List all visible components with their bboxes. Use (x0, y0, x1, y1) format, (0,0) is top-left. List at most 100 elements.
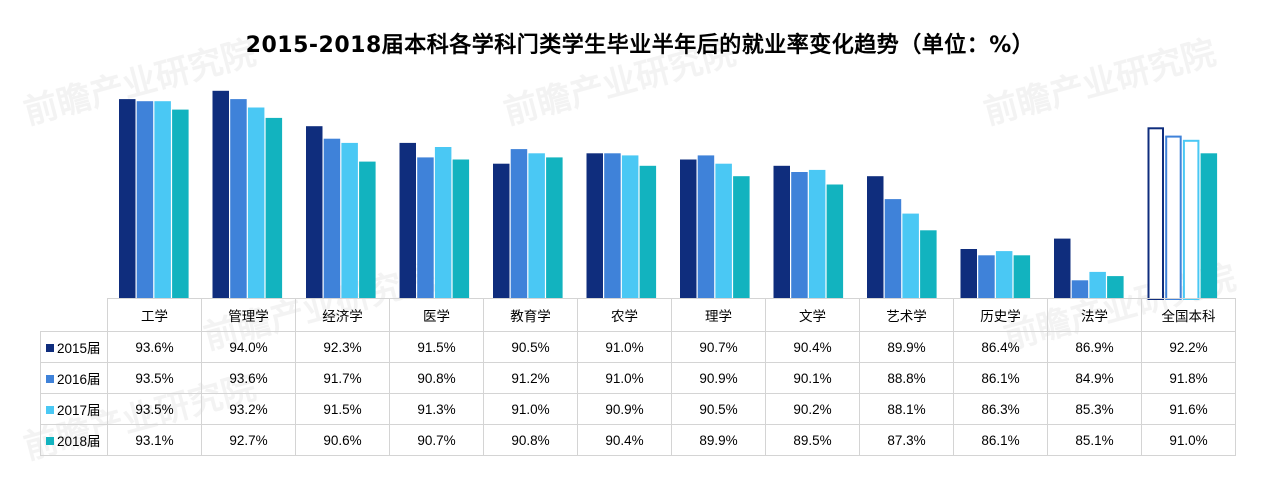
data-label: 90.6% (295, 424, 390, 456)
bar-工学-2015届 (119, 99, 136, 299)
data-label: 91.2% (483, 362, 578, 394)
legend-swatch (46, 344, 54, 352)
bar-法学-2016届 (1071, 280, 1089, 299)
bar-医学-2015届 (399, 142, 416, 299)
bar-理学-2015届 (680, 159, 697, 299)
bar-全国本科-2018届 (1200, 153, 1218, 299)
data-label: 90.4% (577, 424, 672, 456)
data-label: 86.1% (953, 424, 1048, 456)
bar-艺术学-2018届 (920, 230, 937, 299)
data-label: 89.9% (671, 424, 766, 456)
data-label: 92.3% (295, 331, 390, 363)
bar-历史学-2017届 (995, 251, 1013, 299)
data-label: 91.8% (1141, 362, 1236, 394)
bar-管理学-2017届 (247, 107, 265, 299)
bar-文学-2015届 (773, 165, 790, 299)
data-label: 93.6% (201, 362, 296, 394)
bar-教育学-2018届 (546, 157, 563, 299)
bar-法学-2017届 (1089, 271, 1106, 299)
bar-经济学-2015届 (306, 126, 323, 299)
legend-swatch (46, 406, 54, 414)
data-label: 89.9% (859, 331, 954, 363)
category-label: 理学 (671, 298, 766, 332)
data-label: 88.1% (859, 393, 954, 425)
bar-历史学-2018届 (1013, 255, 1031, 299)
bar-文学-2018届 (826, 184, 844, 299)
data-label: 91.0% (577, 362, 672, 394)
bar-全国本科-2016届 (1165, 135, 1182, 300)
data-table: 工学 管理学 经济学 医学 教育学 农学 理学 文学 艺术学 历史学 法学 全国本科 2015届 93.… (40, 298, 1236, 456)
series-legend-label: 2015届 (40, 331, 108, 363)
data-label: 88.8% (859, 362, 954, 394)
data-label: 93.2% (201, 393, 296, 425)
bar-农学-2017届 (621, 155, 639, 299)
data-label: 90.4% (765, 331, 860, 363)
series-name: 2018届 (57, 434, 101, 449)
bar-艺术学-2017届 (902, 213, 919, 299)
data-label: 93.5% (107, 362, 202, 394)
bar-文学-2017届 (808, 169, 826, 299)
table-corner (41, 299, 108, 332)
bar-经济学-2018届 (359, 161, 376, 299)
category-label: 法学 (1047, 298, 1142, 332)
bar-医学-2018届 (452, 159, 470, 299)
legend-swatch (46, 375, 54, 383)
series-name: 2015届 (57, 341, 101, 356)
bar-医学-2016届 (417, 157, 434, 299)
data-label: 86.9% (1047, 331, 1142, 363)
bar-管理学-2015届 (212, 90, 229, 299)
data-label: 91.5% (389, 331, 484, 363)
data-label: 93.1% (107, 424, 202, 456)
bar-管理学-2016届 (230, 99, 247, 299)
data-table-body: 2015届 93.6% 94.0% 92.3% 91.5% 90.5% 91.0% 90.7%… (40, 331, 1236, 456)
bar-历史学-2015届 (960, 249, 977, 299)
table-row: 2016届 93.5% 93.6% 91.7% 90.8% 91.2% 91.0% 90.9%… (40, 362, 1236, 394)
table-row: 2015届 93.6% 94.0% 92.3% 91.5% 90.5% 91.0% 90.7%… (40, 331, 1236, 363)
series-legend-label: 2017届 (40, 393, 108, 425)
data-label: 90.1% (765, 362, 860, 394)
category-label: 工学 (107, 298, 202, 332)
bar-农学-2015届 (586, 153, 603, 299)
category-label: 医学 (389, 298, 484, 332)
data-label: 86.3% (953, 393, 1048, 425)
data-label: 91.6% (1141, 393, 1236, 425)
bar-经济学-2016届 (323, 138, 341, 299)
category-label: 历史学 (953, 298, 1048, 332)
bar-教育学-2015届 (493, 163, 510, 299)
data-label: 91.7% (295, 362, 390, 394)
data-label: 91.0% (483, 393, 578, 425)
data-label: 93.5% (107, 393, 202, 425)
bar-全国本科-2017届 (1182, 139, 1200, 300)
data-label: 90.5% (483, 331, 578, 363)
data-label: 86.4% (953, 331, 1048, 363)
bar-chart (119, 90, 1218, 300)
legend-swatch (46, 437, 54, 445)
bar-教育学-2016届 (510, 149, 528, 299)
data-label: 91.3% (389, 393, 484, 425)
data-label: 91.5% (295, 393, 390, 425)
category-label: 经济学 (295, 298, 390, 332)
bar-艺术学-2015届 (867, 176, 884, 299)
series-legend-label: 2016届 (40, 362, 108, 394)
bar-全国本科-2015届 (1147, 127, 1164, 300)
table-row: 2018届 93.1% 92.7% 90.6% 90.7% 90.8% 90.4% 89.9%… (40, 424, 1236, 456)
category-label: 文学 (765, 298, 860, 332)
bar-法学-2018届 (1107, 276, 1124, 299)
bar-历史学-2016届 (978, 255, 995, 299)
bar-经济学-2017届 (341, 142, 358, 299)
data-label: 90.9% (671, 362, 766, 394)
data-label: 90.2% (765, 393, 860, 425)
category-label: 农学 (577, 298, 672, 332)
bar-工学-2016届 (136, 101, 154, 299)
category-label: 教育学 (483, 298, 578, 332)
data-label: 84.9% (1047, 362, 1142, 394)
category-header-row: 工学 管理学 经济学 医学 教育学 农学 理学 文学 艺术学 历史学 法学 全国本科 (41, 298, 1236, 332)
bar-法学-2015届 (1054, 238, 1071, 299)
bar-理学-2016届 (697, 155, 715, 299)
bar-理学-2017届 (715, 163, 732, 299)
data-label: 92.2% (1141, 331, 1236, 363)
bar-管理学-2018届 (265, 117, 283, 300)
series-legend-label: 2018届 (40, 424, 108, 456)
data-label: 90.9% (577, 393, 672, 425)
chart-title: 2015-2018届本科各学科门类学生毕业半年后的就业率变化趋势（单位：%） (245, 33, 1035, 58)
